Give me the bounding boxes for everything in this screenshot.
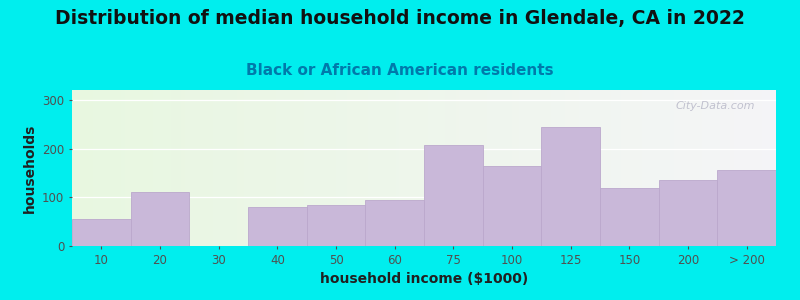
Bar [718, 170, 776, 246]
Bar [542, 127, 600, 246]
Text: Distribution of median household income in Glendale, CA in 2022: Distribution of median household income … [55, 9, 745, 28]
Bar [306, 205, 366, 246]
X-axis label: household income ($1000): household income ($1000) [320, 272, 528, 286]
Bar [248, 207, 306, 246]
Bar [658, 180, 718, 246]
Text: City-Data.com: City-Data.com [675, 101, 755, 111]
Bar [72, 219, 130, 246]
Text: Black or African American residents: Black or African American residents [246, 63, 554, 78]
Bar [600, 188, 658, 246]
Bar [424, 145, 482, 246]
Bar [366, 200, 424, 246]
Bar [482, 166, 542, 246]
Y-axis label: households: households [22, 123, 37, 213]
Bar [130, 192, 190, 246]
